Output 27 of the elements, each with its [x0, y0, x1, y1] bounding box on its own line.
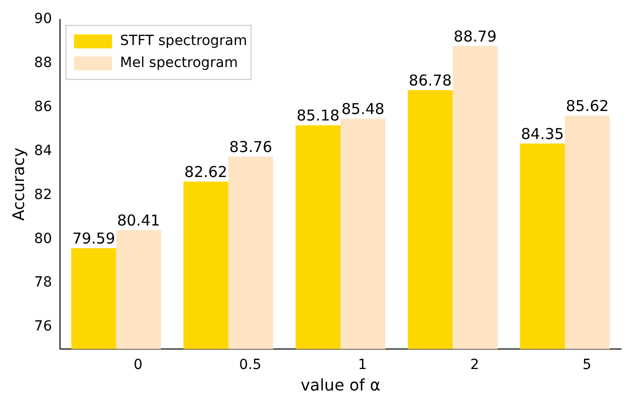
data-label: 79.59: [72, 230, 116, 248]
y-tick-label: 88: [34, 54, 52, 71]
y-tick-label: 82: [34, 186, 52, 203]
x-tick-label: 0.5: [239, 357, 262, 374]
x-tick-label: 5: [582, 357, 592, 374]
data-label: 85.48: [341, 100, 384, 118]
data-label: 83.76: [229, 138, 272, 156]
data-label: 88.79: [454, 27, 497, 46]
data-label: 86.78: [408, 72, 452, 90]
x-tick-label: 2: [470, 357, 480, 374]
y-tick-label: 78: [34, 274, 52, 291]
y-tick-label: 90: [34, 11, 52, 28]
x-tick-label: 1: [358, 357, 367, 374]
y-tick-label: 86: [34, 98, 52, 115]
data-label: 82.62: [184, 162, 228, 181]
y-tick-label: 76: [34, 318, 52, 335]
data-label: 85.62: [566, 97, 609, 116]
y-tick-label: 84: [34, 142, 52, 159]
y-axis-title: Accuracy: [8, 148, 28, 221]
data-label: 80.41: [117, 212, 160, 230]
legend-label: STFT spectrogram: [120, 33, 248, 50]
legend-label: Mel spectrogram: [120, 55, 238, 72]
x-tick-label: 0: [134, 357, 143, 374]
y-tick-label: 80: [34, 230, 52, 247]
data-label: 84.35: [520, 124, 564, 143]
x-axis-title: value of α: [300, 376, 380, 395]
data-label: 85.18: [296, 106, 340, 125]
